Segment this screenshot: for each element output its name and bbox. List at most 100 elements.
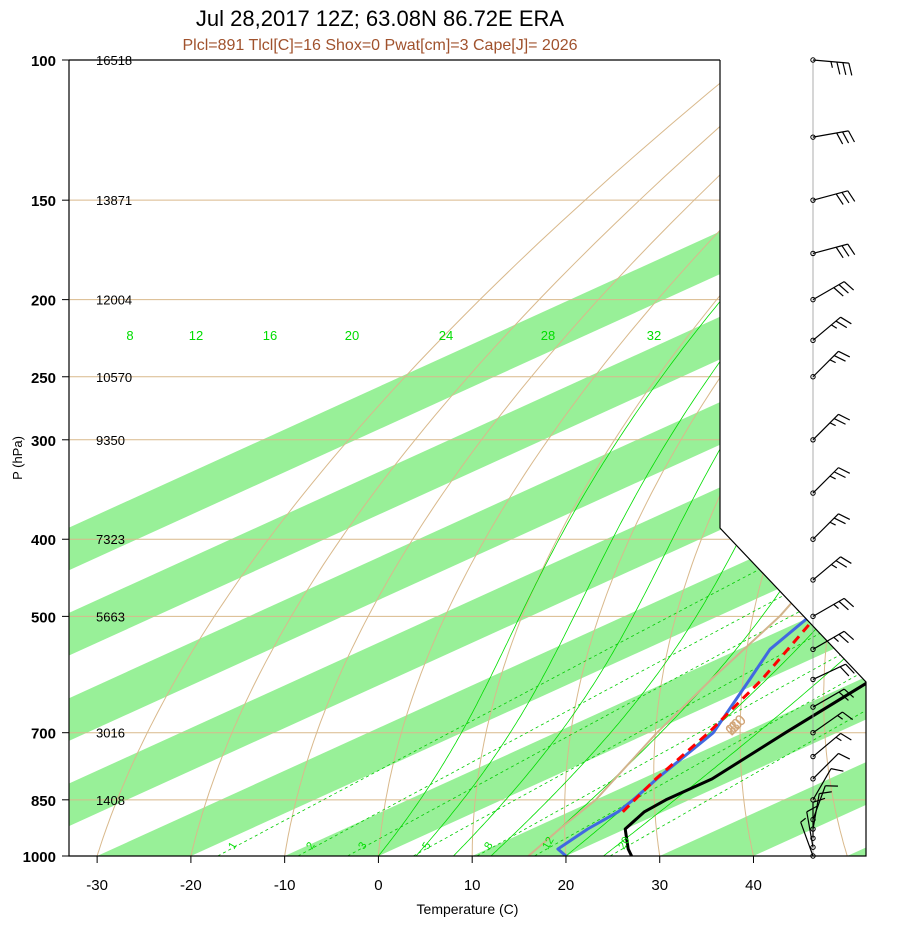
wind-barb-half-flag [835, 736, 842, 742]
wind-barb-flag [838, 752, 851, 760]
dry-adiabat [376, 60, 866, 856]
moist-adiabat [378, 299, 722, 856]
pressure-tick-label: 850 [31, 793, 56, 810]
temperature-tick-label: 10 [464, 877, 481, 894]
wind-station-mark [810, 374, 816, 380]
dry-adiabat [564, 60, 866, 856]
temperature-tick-label: -20 [180, 877, 202, 894]
wind-barb-flag [841, 245, 850, 257]
height-label: 13871 [96, 193, 132, 208]
wind-barb-flag [847, 190, 856, 202]
height-label: 1408 [96, 793, 125, 808]
wind-barb-shaft [812, 785, 826, 820]
pressure-tick-label: 150 [31, 193, 56, 210]
wind-station-mark [810, 296, 816, 303]
wind-barb-flag [838, 513, 851, 520]
wind-barb-flag [806, 805, 819, 813]
wind-barb-shaft [812, 752, 839, 780]
wind-barb-flag [833, 517, 846, 525]
wind-barb-flag [835, 193, 844, 205]
wind-barb-flag [838, 600, 849, 611]
wind-barb-flag [838, 633, 849, 644]
height-label: 7323 [96, 532, 125, 547]
temperature-tick-label: 0 [374, 877, 382, 894]
wind-barb-flag [836, 132, 844, 145]
isotherm-band [69, 60, 866, 856]
wind-station-mark [810, 704, 816, 710]
mixing-ratio-label: 12 [540, 835, 557, 852]
wind-station-mark [810, 646, 816, 653]
wind-barb-shaft [800, 821, 814, 857]
wind-barb-flag [843, 597, 855, 608]
moist-adiabat-label: 24 [439, 328, 453, 343]
pressure-tick-label: 500 [31, 609, 56, 626]
pressure-tick-label: 400 [31, 532, 56, 549]
height-label: 9350 [96, 433, 125, 448]
wind-station-mark [810, 753, 816, 760]
wind-barb-flag [835, 560, 848, 568]
pressure-tick-label: 300 [31, 433, 56, 450]
mixing-ratio-label: 8 [482, 840, 495, 851]
wind-barb-flag [839, 666, 850, 677]
wind-barb-shaft [812, 768, 832, 801]
wind-barb-flag [843, 688, 855, 698]
wind-barb-half-flag [830, 61, 833, 68]
mixing-ratio-label: 5 [420, 840, 433, 851]
pressure-tick-label: 1000 [23, 849, 56, 866]
wind-barb-half-flag [833, 603, 839, 610]
wind-station-mark [810, 437, 816, 443]
mixing-ratio-line [217, 538, 817, 856]
wind-barb-flag [833, 355, 846, 362]
mixing-ratio-line [534, 538, 866, 856]
grid-lines [69, 60, 866, 856]
height-label: 16518 [96, 53, 132, 68]
mixing-ratio-label: 2 [304, 840, 317, 851]
wind-barb-half-flag [831, 324, 838, 329]
wind-barb-half-flag [829, 422, 836, 427]
wind-station-mark [810, 613, 816, 620]
moist-adiabat-label: 8 [126, 328, 133, 343]
temperature-tick-label: 40 [745, 877, 762, 894]
wind-barb-flag [838, 691, 849, 701]
height-label: 12004 [96, 293, 132, 308]
wind-barb-half-flag [837, 715, 844, 720]
mixing-ratio-label: 20 [616, 835, 633, 852]
wind-barb-flag [847, 243, 856, 256]
temperature-tick-label: 20 [558, 877, 575, 894]
wind-barb-flag [838, 284, 849, 294]
pressure-tick-label: 250 [31, 370, 56, 387]
wind-station-mark [810, 676, 816, 683]
wind-station-mark [810, 337, 816, 344]
wind-barb-flag [843, 630, 855, 641]
wind-station-mark [810, 577, 816, 583]
height-label: 3016 [96, 726, 125, 741]
dry-adiabat [186, 60, 798, 856]
height-label: 10570 [96, 370, 132, 385]
wind-barb-flag [847, 130, 856, 143]
wind-barb-flag [840, 732, 852, 741]
wind-barb-flag [833, 287, 844, 297]
mixing-ratio-label: 3 [356, 840, 369, 851]
wind-barb-flag [835, 320, 848, 329]
temperature-tick-label: -10 [274, 877, 296, 894]
pressure-tick-label: 700 [31, 726, 56, 743]
y-axis-label: P (hPa) [10, 436, 25, 480]
wind-barb-flag [838, 350, 851, 358]
wind-barb-shaft [812, 130, 849, 138]
moist-adiabat-label: 20 [345, 328, 359, 343]
pressure-tick-label: 100 [31, 53, 56, 70]
moist-adiabat [603, 299, 866, 856]
dry-adiabat [471, 60, 866, 856]
temperature-tick-label: -30 [86, 877, 108, 894]
wind-barb-flag [819, 791, 832, 795]
mixing-ratio-line [476, 538, 866, 856]
wind-barb-flag [841, 192, 850, 204]
wind-barb-half-flag [800, 817, 807, 823]
dry-adiabat [823, 60, 866, 856]
mixing-ratio-line [610, 538, 866, 856]
x-axis-label: Temperature (C) [417, 901, 519, 917]
lifted-tan-line [527, 350, 866, 856]
wind-barb-flag [812, 797, 826, 803]
